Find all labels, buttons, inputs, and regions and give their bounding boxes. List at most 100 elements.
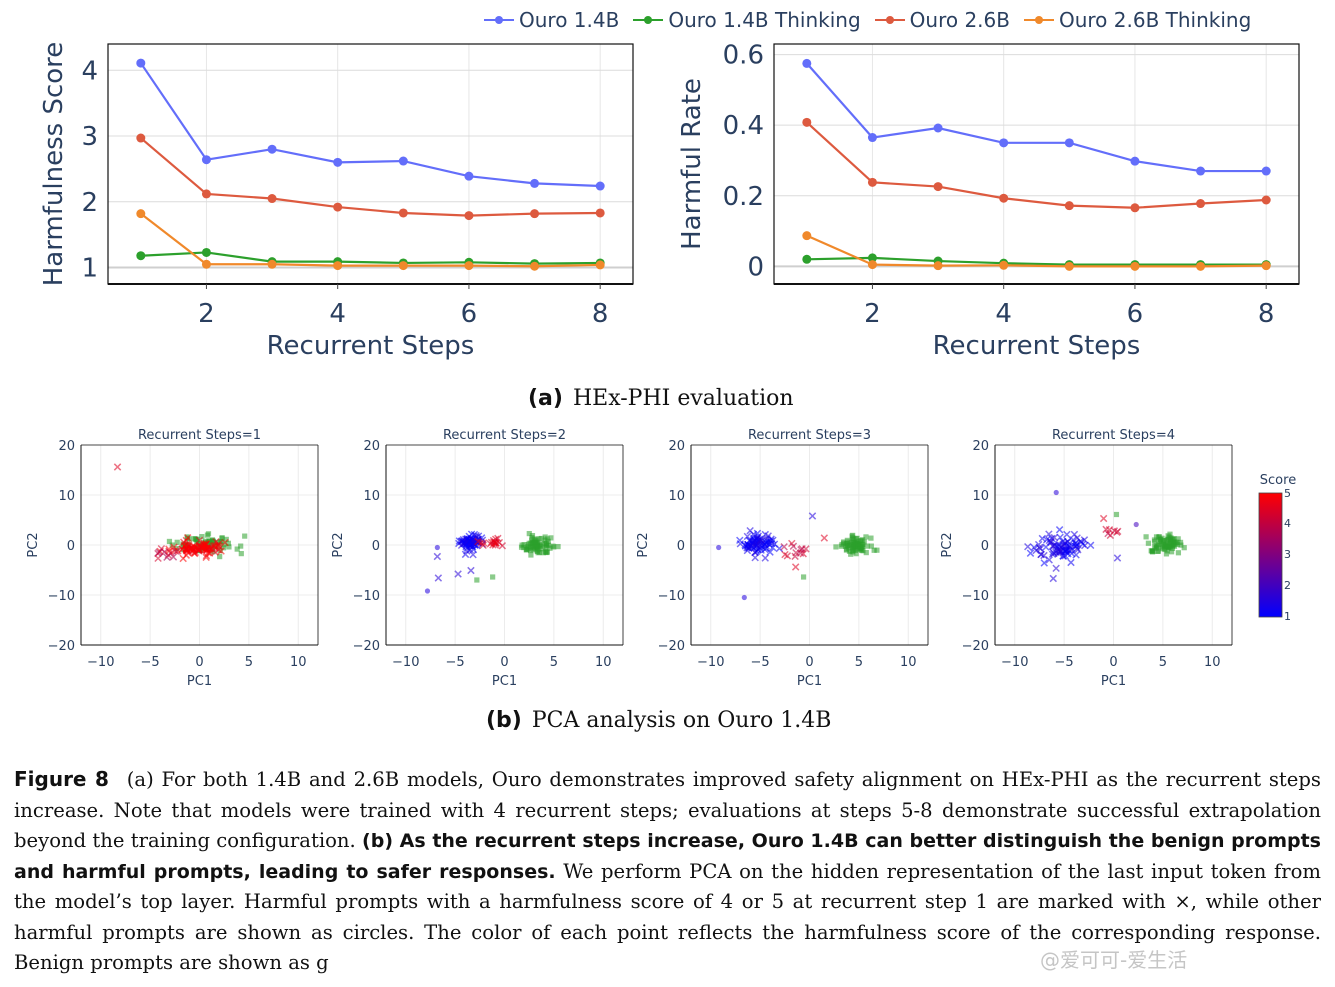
benign-point-square <box>219 535 225 541</box>
y-tick-label: 20 <box>363 439 380 454</box>
x-tick-label: 6 <box>1127 299 1144 329</box>
y-tick-label: −10 <box>353 589 380 604</box>
harmful-point-x <box>755 535 764 544</box>
y-tick-label: 0.6 <box>723 41 764 71</box>
legend-item-ouro-2-6b-thinking[interactable]: Ouro 2.6B Thinking <box>1023 8 1251 32</box>
series-line-ouro-1-4b-thinking <box>806 256 1267 266</box>
benign-point-square <box>1177 539 1184 546</box>
x-tick-label: −10 <box>1001 655 1028 670</box>
harmful-point-x <box>1113 554 1122 562</box>
data-point-ouro-2-6b <box>1196 199 1206 209</box>
harmful-point-x <box>780 543 788 551</box>
harmful-point-x <box>195 536 204 545</box>
legend-item-ouro-1-4b-thinking[interactable]: Ouro 1.4B Thinking <box>633 8 861 32</box>
colorbar-tick: 3 <box>1284 548 1291 561</box>
data-point-ouro-2-6b <box>595 208 605 218</box>
benign-point-square <box>174 539 180 545</box>
y-tick-label: 0 <box>67 539 75 554</box>
harmful-point-x <box>466 537 474 545</box>
harmful-point-x <box>1045 530 1053 538</box>
colorbar-tick: 1 <box>1284 610 1291 623</box>
legend-item-ouro-1-4b[interactable]: Ouro 1.4B <box>484 8 619 32</box>
x-axis-title: PC1 <box>187 674 212 689</box>
data-point-ouro-1-4b <box>1261 166 1271 176</box>
benign-point-square <box>238 551 244 557</box>
harmful-point-x <box>1050 533 1059 542</box>
x-tick-label: 5 <box>245 655 253 670</box>
legend-swatch-icon <box>874 13 905 27</box>
x-tick-label: −5 <box>751 655 770 670</box>
benign-point-square <box>234 546 240 552</box>
harmful-point-circle <box>1053 489 1059 496</box>
harmful-point-x <box>781 550 789 559</box>
harmful-point-x <box>791 563 800 571</box>
plot-title: Recurrent Steps=2 <box>443 428 566 443</box>
x-tick-label: −5 <box>446 655 465 670</box>
data-point-ouro-2-6b-thinking <box>802 231 812 241</box>
y-tick-label: 0.4 <box>723 111 764 141</box>
benign-point-square <box>868 535 874 541</box>
harmful-point-x <box>212 537 220 546</box>
benign-point-square <box>536 536 542 542</box>
x-tick-label: 0 <box>1109 655 1117 670</box>
benign-point-square <box>1164 536 1171 542</box>
data-point-ouro-2-6b <box>201 189 211 199</box>
harmful-point-x <box>164 551 173 559</box>
harmful-point-x <box>185 541 193 549</box>
x-tick-label: −10 <box>392 655 419 670</box>
chart-legend: Ouro 1.4B Ouro 1.4B Thinking Ouro 2.6B O… <box>484 6 1251 34</box>
subcaption-b: (b) PCA analysis on Ouro 1.4B <box>486 708 831 733</box>
data-point-ouro-2-6b-thinking <box>999 260 1009 270</box>
legend-swatch-icon <box>1023 13 1054 27</box>
harmful-point-x <box>820 534 829 542</box>
benign-point-square <box>854 535 860 541</box>
data-point-ouro-2-6b <box>1064 201 1074 211</box>
benign-point-square <box>528 552 534 558</box>
y-tick-label: −20 <box>353 639 380 654</box>
y-axis-title: Harmful Rate <box>677 78 707 250</box>
data-point-ouro-1-4b-thinking <box>867 253 877 263</box>
x-tick-label: −10 <box>87 655 114 670</box>
benign-point-square <box>528 540 534 546</box>
data-point-ouro-1-4b <box>999 138 1009 148</box>
data-point-ouro-1-4b <box>802 58 812 68</box>
harmful-point-x <box>1040 559 1048 567</box>
benign-point-square <box>849 533 855 539</box>
harmful-point-x <box>201 541 210 550</box>
series-line-ouro-1-4b <box>139 62 601 188</box>
x-tick-label: 10 <box>900 655 917 670</box>
harmful-point-x <box>495 538 504 547</box>
harmful-point-x <box>113 463 122 471</box>
benign-point-square <box>166 538 173 545</box>
x-tick-label: 8 <box>592 299 609 329</box>
harmful-point-x <box>1036 544 1045 553</box>
benign-point-square <box>225 540 231 546</box>
benign-point-square <box>547 545 553 551</box>
benign-point-square <box>523 547 530 553</box>
harmful-point-x <box>1042 536 1051 544</box>
harmful-point-x <box>751 553 759 562</box>
y-tick-label: 0 <box>981 539 989 554</box>
data-point-ouro-1-4b <box>267 144 277 154</box>
data-point-ouro-1-4b <box>201 155 211 165</box>
benign-point-square <box>526 530 532 537</box>
benign-point-square <box>1159 535 1165 541</box>
x-tick-label: 0 <box>805 655 813 670</box>
benign-point-square <box>1153 545 1159 551</box>
harmful-point-x <box>808 512 817 520</box>
benign-point-square <box>1149 549 1156 555</box>
benign-point-square <box>544 543 550 549</box>
harmful-point-x <box>1114 527 1122 536</box>
x-tick-label: −10 <box>697 655 724 670</box>
harmful-point-circle <box>424 588 431 594</box>
harmful-point-x <box>796 549 805 557</box>
benign-point-square <box>199 534 205 540</box>
data-point-ouro-2-6b <box>464 211 474 221</box>
data-point-ouro-2-6b-thinking <box>267 259 277 269</box>
legend-item-ouro-2-6b[interactable]: Ouro 2.6B <box>874 8 1010 32</box>
data-point-ouro-2-6b-thinking <box>201 259 211 269</box>
data-point-ouro-2-6b <box>1130 203 1140 213</box>
harmful-point-x <box>767 535 775 543</box>
x-tick-label: 5 <box>1159 655 1167 670</box>
benign-point-square <box>535 550 541 556</box>
